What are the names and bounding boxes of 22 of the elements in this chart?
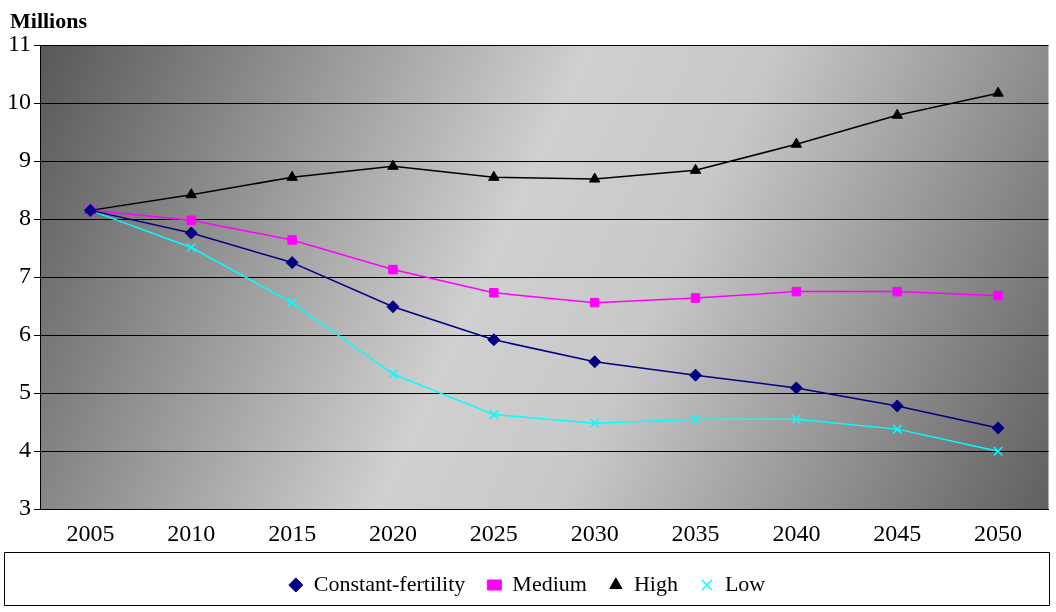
x-tick-label: 2015	[268, 519, 317, 546]
legend-label: Low	[724, 570, 766, 596]
legend-label: Medium	[512, 570, 587, 596]
y-tick-label: 3	[19, 494, 31, 521]
y-tick-label: 10	[7, 88, 31, 115]
x-tick-label: 2045	[873, 519, 922, 546]
x-tick-label: 2020	[368, 519, 417, 546]
x-tick-label: 2010	[167, 519, 216, 546]
x-tick-label: 2035	[671, 519, 720, 546]
legend-label: High	[633, 570, 678, 596]
legend-label: Constant-fertility	[313, 570, 466, 596]
x-tick-label: 2050	[974, 519, 1023, 546]
y-tick-label: 9	[19, 146, 31, 173]
y-tick-label: 5	[19, 378, 31, 405]
y-tick-label: 4	[19, 436, 31, 463]
x-tick-label: 2005	[66, 519, 115, 546]
y-tick-label: 8	[19, 204, 31, 231]
x-tick-label: 2030	[570, 519, 619, 546]
x-tick-label: 2025	[469, 519, 518, 546]
x-tick-label: 2040	[772, 519, 821, 546]
y-tick-label: 6	[19, 320, 31, 347]
y-tick-label: 7	[19, 262, 31, 289]
